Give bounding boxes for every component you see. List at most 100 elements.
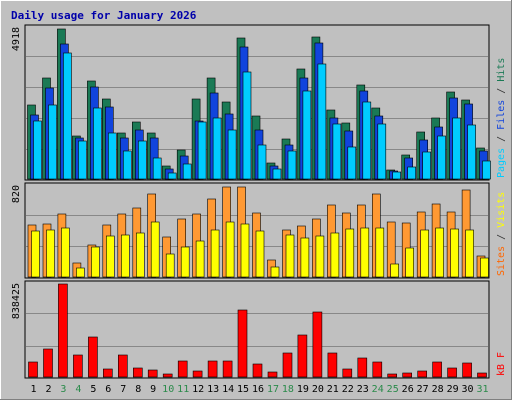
bar: [270, 266, 280, 278]
bar: [48, 104, 57, 180]
legend-entry: kB F: [496, 352, 507, 376]
bar: [287, 150, 297, 180]
x-tick-label: 22: [342, 384, 354, 395]
legend-entry: /: [496, 130, 507, 148]
legend-entry: Files: [496, 100, 507, 130]
bar: [272, 168, 282, 180]
bar: [405, 247, 415, 278]
bar: [78, 140, 87, 180]
bar: [302, 90, 312, 180]
x-tick-label: 26: [402, 384, 414, 395]
legend-entry: Pages: [496, 148, 507, 178]
bar: [195, 240, 205, 278]
legend-entry: Visits: [496, 192, 507, 228]
bar: [73, 354, 83, 378]
bar: [162, 373, 173, 378]
bar: [192, 370, 203, 378]
bar: [362, 101, 372, 180]
x-tick-label: 5: [90, 384, 96, 395]
bar: [462, 362, 472, 378]
legend-entry: /: [496, 82, 507, 100]
bar: [106, 235, 115, 278]
bar: [432, 361, 442, 378]
x-tick-label: 13: [207, 384, 219, 395]
bar: [360, 227, 370, 278]
bar: [372, 361, 383, 378]
bar: [167, 172, 177, 180]
bar: [447, 367, 457, 378]
legend: Sites / Visits: [496, 192, 507, 276]
bar: [330, 232, 340, 278]
bar: [152, 157, 162, 180]
bar: [347, 146, 357, 180]
bar: [477, 372, 487, 378]
legend: kB F: [496, 352, 507, 376]
bar: [58, 283, 68, 378]
bar: [108, 132, 117, 180]
bar: [212, 117, 222, 180]
bar: [138, 140, 147, 180]
bar: [452, 117, 461, 180]
x-tick-label: 16: [252, 384, 264, 395]
x-tick-label: 2: [45, 384, 51, 395]
bar: [147, 369, 158, 378]
x-tick-label: 29: [447, 384, 459, 395]
legend: Pages / Files / Hits: [496, 58, 507, 178]
x-tick-label: 9: [150, 384, 156, 395]
bar: [121, 234, 130, 278]
panel-hits-files-pages: 4918 Pages / Files / Hits: [11, 24, 507, 181]
bar: [210, 229, 220, 278]
bar: [88, 336, 98, 378]
axis-max-label: 838425: [11, 283, 22, 319]
bar: [480, 257, 489, 278]
x-tick-label: 20: [312, 384, 324, 395]
bar: [267, 371, 278, 378]
bar: [345, 228, 355, 278]
x-tick-label: 8: [135, 384, 141, 395]
x-tick-label: 18: [282, 384, 294, 395]
bar: [312, 311, 323, 378]
x-tick-label: 17: [267, 384, 279, 395]
bar: [327, 352, 338, 378]
series-kb-f: [28, 283, 487, 378]
bar: [197, 121, 207, 180]
bar: [33, 120, 42, 180]
bar: [150, 221, 160, 278]
bar: [31, 230, 40, 278]
bar: [357, 357, 368, 378]
x-tick-label: 3: [60, 384, 66, 395]
bar: [63, 52, 72, 180]
x-tick-label: 6: [105, 384, 111, 395]
panel-frame: [24, 280, 490, 379]
x-tick-label: 25: [387, 384, 399, 395]
legend-entry: Sites: [496, 246, 507, 276]
chart-title: Daily usage for January 2026: [11, 9, 197, 22]
x-tick-label: 11: [177, 384, 189, 395]
bar: [417, 370, 428, 378]
bar: [465, 229, 474, 278]
bar: [342, 368, 353, 378]
bar: [46, 229, 55, 278]
x-tick-label: 24: [372, 384, 384, 395]
bar: [227, 129, 237, 180]
bar: [225, 221, 235, 278]
bar: [222, 360, 233, 378]
bar: [402, 372, 413, 378]
x-tick-label: 19: [297, 384, 309, 395]
bar: [133, 367, 143, 378]
x-axis: 1 2 3 4 5 6 7 8 9 10 11 12 13 14 15 16 17 18 19 20 21 22 23 24 2…: [30, 384, 488, 395]
bar: [435, 227, 444, 278]
bar: [285, 234, 295, 278]
bar: [118, 354, 128, 378]
legend-entry: Hits: [496, 58, 507, 82]
bar: [182, 163, 192, 180]
x-tick-label: 27: [417, 384, 429, 395]
x-tick-label: 31: [476, 384, 488, 395]
panel-kbytes: 838425 kB F: [11, 280, 507, 379]
bar: [482, 160, 491, 180]
x-tick-label: 10: [162, 384, 174, 395]
bar: [242, 71, 252, 180]
bar: [93, 107, 102, 180]
x-tick-label: 30: [461, 384, 473, 395]
bar: [43, 348, 53, 378]
